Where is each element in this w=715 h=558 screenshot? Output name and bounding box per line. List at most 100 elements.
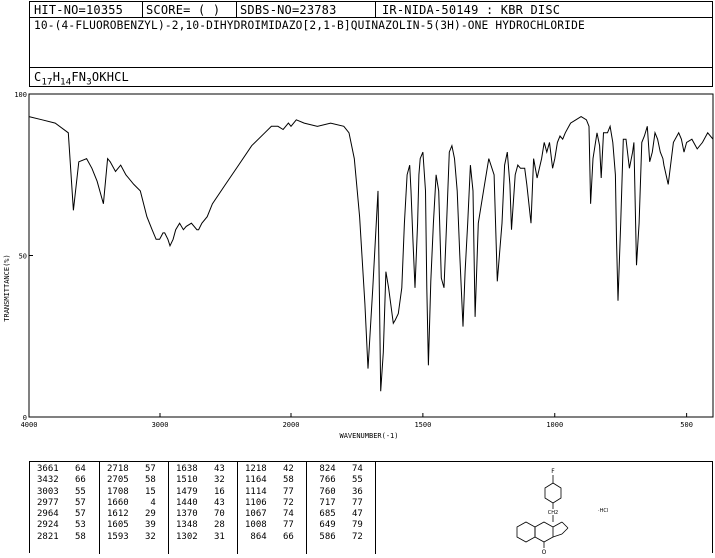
peak-transmittance: 42 (266, 464, 294, 474)
peak-wavenumber: 1348 (176, 520, 198, 531)
peak-row: 2964 57 (37, 509, 86, 520)
y-tick-label: 0 (23, 414, 27, 422)
formula-h: H (52, 70, 61, 84)
peak-wavenumber: 1612 (107, 509, 129, 520)
peak-row: 2705 58 (107, 475, 156, 486)
peak-wavenumber: 3661 (37, 464, 59, 474)
peak-wavenumber: 1218 (245, 464, 267, 474)
peak-row: 717 77 (314, 497, 362, 509)
header-name-box: 10-(4-FLUOROBENZYL)-2,10-DIHYDROIMIDAZO[… (29, 17, 713, 87)
peak-column-2: 2718 57 2705 58 1708 15 1660 4 1612 29 1605 3… (99, 462, 169, 554)
peak-wavenumber: 2821 (37, 531, 59, 542)
peak-row: 824 74 (314, 464, 362, 475)
peak-row: 1218 42 (245, 464, 294, 475)
peak-row: 760 36 (314, 486, 362, 498)
peak-column-4: 1218 42 1164 58 1114 77 1106 72 1067 74 1008 … (237, 462, 307, 554)
peak-transmittance: 77 (266, 520, 294, 531)
peak-wavenumber: 717 (314, 497, 336, 508)
peak-row: 1708 15 (107, 487, 156, 498)
peak-column-5: 824 74 766 55 760 36 717 77 685 47 649 7… (306, 462, 376, 554)
peak-wavenumber: 766 (314, 475, 336, 486)
peak-transmittance: 4 (128, 497, 156, 508)
oxygen-label: O (542, 549, 547, 554)
peak-wavenumber: 1106 (245, 497, 267, 508)
peak-transmittance: 53 (58, 520, 86, 531)
peak-row: 685 47 (314, 509, 363, 520)
peak-wavenumber: 1370 (176, 509, 198, 520)
divider (142, 2, 143, 18)
peak-wavenumber: 2977 (37, 497, 59, 508)
peak-row: 3003 55 (37, 487, 86, 498)
peak-transmittance: 31 (197, 531, 225, 542)
peak-transmittance: 77 (266, 486, 294, 497)
peak-wavenumber: 2964 (37, 509, 59, 520)
peak-wavenumber: 824 (314, 464, 336, 474)
peak-transmittance: 43 (197, 497, 225, 508)
score: SCORE= ( ) (146, 3, 221, 17)
peak-transmittance: 58 (128, 475, 156, 486)
x-tick-label: 2000 (283, 421, 300, 429)
peak-transmittance: 43 (197, 464, 225, 474)
peak-transmittance: 64 (58, 464, 86, 474)
y-axis-ticks: 0 50 100 (14, 91, 33, 422)
peak-transmittance: 57 (58, 509, 86, 520)
peak-wavenumber: 1708 (107, 486, 129, 497)
peak-transmittance: 55 (335, 475, 363, 486)
peak-wavenumber: 1660 (107, 497, 129, 508)
peak-wavenumber: 3003 (37, 486, 59, 497)
peak-wavenumber: 1164 (245, 475, 267, 486)
hit-number: HIT-NO=10355 (34, 3, 124, 17)
peak-transmittance: 66 (266, 531, 294, 542)
x-tick-label: 1000 (546, 421, 563, 429)
peak-transmittance: 15 (128, 486, 156, 497)
peak-wavenumber: 1593 (107, 531, 129, 542)
peak-transmittance: 47 (335, 509, 363, 520)
peak-transmittance: 58 (58, 531, 86, 542)
peak-transmittance: 66 (58, 475, 86, 486)
peak-transmittance: 79 (335, 520, 363, 531)
peak-wavenumber: 3432 (37, 475, 59, 486)
peak-row: 3661 64 (37, 464, 86, 475)
peak-wavenumber: 1440 (176, 497, 198, 508)
peak-row: 1067 74 (245, 509, 294, 520)
peak-wavenumber: 760 (314, 486, 336, 497)
y-tick-label: 50 (19, 253, 27, 261)
formula-fn: FN (71, 70, 87, 84)
peak-transmittance: 72 (266, 497, 294, 508)
divider (375, 2, 376, 18)
ir-spectrum-chart: 0 50 100 4000 3000 2000 1500 1000 500 TRANSMITT… (3, 91, 714, 440)
y-axis-label: TRANSMITTANCE(%) (3, 254, 11, 321)
peak-transmittance: 70 (197, 509, 225, 520)
peak-row: 1593 32 (107, 532, 156, 543)
peak-wavenumber: 1479 (176, 486, 198, 497)
peak-row: 586 72 (314, 531, 362, 543)
peak-wavenumber: 1605 (107, 520, 129, 531)
peak-row: 1348 28 (176, 520, 225, 531)
peak-row: 2924 53 (37, 520, 86, 531)
peak-transmittance: 32 (197, 475, 225, 486)
peak-row: 766 55 (314, 475, 363, 486)
peak-wavenumber: 1302 (176, 531, 198, 542)
peak-row: 864 66 (245, 531, 294, 543)
peak-wavenumber: 586 (314, 531, 336, 542)
x-tick-label: 500 (680, 421, 693, 429)
peak-row: 1008 77 (245, 520, 294, 531)
x-axis-ticks: 4000 3000 2000 1500 1000 500 (21, 413, 693, 429)
x-tick-label: 1500 (414, 421, 431, 429)
peak-row: 1612 29 (107, 509, 156, 520)
peak-transmittance: 57 (128, 464, 156, 474)
peak-row: 1302 31 (176, 532, 225, 543)
peak-transmittance: 16 (197, 486, 225, 497)
peak-row: 1106 72 (245, 498, 294, 509)
peak-row: 649 79 (314, 520, 363, 531)
peak-row: 2718 57 (107, 464, 156, 475)
chemical-structure: F CH2 O ·HCl (375, 462, 714, 556)
peak-wavenumber: 1008 (245, 520, 267, 531)
peak-row: 1440 43 (176, 498, 225, 509)
peak-row: 1605 39 (107, 520, 156, 531)
peak-wavenumber: 1067 (245, 509, 267, 520)
peak-transmittance: 32 (128, 531, 156, 542)
peak-row: 1479 16 (176, 487, 225, 498)
peak-wavenumber: 2924 (37, 520, 59, 531)
peak-row: 1638 43 (176, 464, 225, 475)
